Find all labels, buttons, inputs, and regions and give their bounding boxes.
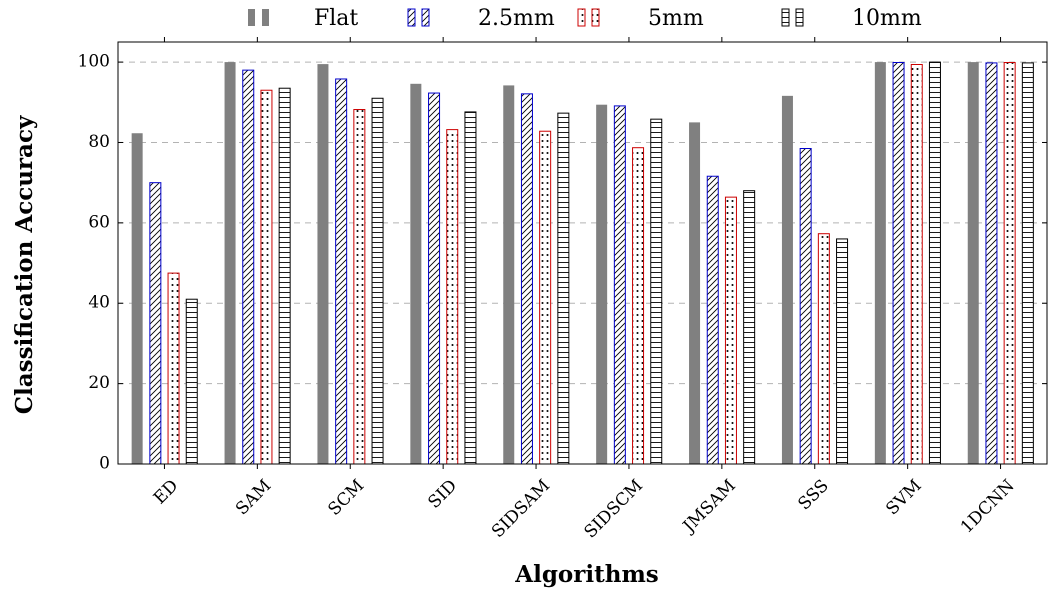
bar-10mm-1DCNN xyxy=(1021,62,1034,465)
legend-item-5mm: 5mm xyxy=(577,6,704,31)
bar-10mm-SIDSAM xyxy=(557,112,570,465)
legend-swatch xyxy=(591,8,600,27)
bar-Flat-SVM xyxy=(874,62,886,464)
x-tick-label: SIDSCM xyxy=(580,476,647,543)
bar-Flat-SCM xyxy=(317,64,329,464)
bar-2_5mm-1DCNN xyxy=(985,62,998,465)
legend-swatch xyxy=(577,8,586,27)
legend-swatch xyxy=(421,8,430,27)
bar-5mm-SSS xyxy=(817,233,830,465)
bar-2_5mm-SVM xyxy=(892,61,905,465)
bar-5mm-1DCNN xyxy=(1003,61,1016,465)
legend-item-10mm: 10mm xyxy=(781,6,922,31)
y-axis-title: Classification Accuracy xyxy=(11,115,38,414)
bar-10mm-ED xyxy=(185,298,198,465)
bar-2_5mm-SID xyxy=(428,92,441,465)
y-tick-label: 60 xyxy=(88,212,110,232)
bar-2_5mm-SIDSCM xyxy=(613,105,626,465)
legend-label: 5mm xyxy=(648,6,704,31)
bar-10mm-SSS xyxy=(836,238,849,465)
plot-frame xyxy=(117,41,1048,465)
legend: Flat 2.5mm 5mm 10mm xyxy=(248,6,922,31)
bar-10mm-SCM xyxy=(371,97,384,465)
legend-swatch xyxy=(262,9,269,26)
bar-10mm-JMSAM xyxy=(743,190,756,465)
bar-Flat-1DCNN xyxy=(967,62,979,464)
bars xyxy=(131,61,1034,465)
x-tick-label: 1DCNN xyxy=(957,476,1019,538)
bar-10mm-SVM xyxy=(928,61,941,465)
x-tick-label: JMSAM xyxy=(678,476,740,538)
legend-label: 10mm xyxy=(852,6,922,31)
axes xyxy=(117,37,1048,469)
gridlines xyxy=(118,61,1047,385)
legend-swatch xyxy=(407,8,416,27)
legend-swatch xyxy=(248,9,255,26)
legend-label: Flat xyxy=(314,6,358,31)
y-tick-label: 40 xyxy=(88,293,110,313)
x-tick-label: SID xyxy=(424,476,461,513)
bar-2_5mm-SIDSAM xyxy=(520,93,533,465)
bar-10mm-SIDSCM xyxy=(650,118,663,465)
bar-10mm-SAM xyxy=(278,87,291,465)
bar-Flat-ED xyxy=(131,133,143,465)
y-tick-label: 100 xyxy=(78,52,110,72)
bar-5mm-ED xyxy=(167,272,180,465)
y-tick-label: 20 xyxy=(88,373,110,393)
bar-10mm-SID xyxy=(464,111,477,465)
x-axis-title: Algorithms xyxy=(514,561,659,588)
x-tick-label: ED xyxy=(150,476,183,509)
bar-5mm-SCM xyxy=(353,109,366,465)
x-tick-label: SCM xyxy=(324,476,368,520)
legend-swatch xyxy=(781,8,790,27)
x-tick-label: SVM xyxy=(882,476,925,519)
bar-5mm-SAM xyxy=(260,89,273,465)
bar-5mm-SIDSAM xyxy=(539,130,552,465)
bar-Flat-SAM xyxy=(224,62,236,464)
legend-item-Flat: Flat xyxy=(248,6,358,31)
legend-swatch xyxy=(795,8,804,27)
bar-2_5mm-ED xyxy=(149,182,162,465)
bar-2_5mm-SCM xyxy=(335,78,348,465)
x-tick-label: SSS xyxy=(794,476,832,514)
y-tick-label: 80 xyxy=(88,132,110,152)
bar-5mm-JMSAM xyxy=(724,196,737,465)
legend-label: 2.5mm xyxy=(478,6,555,31)
x-tick-label: SIDSAM xyxy=(488,476,554,542)
bar-2_5mm-SSS xyxy=(799,148,812,465)
bar-Flat-SID xyxy=(410,83,422,464)
bar-5mm-SIDSCM xyxy=(632,147,645,465)
bar-Flat-SSS xyxy=(781,95,793,465)
bar-5mm-SVM xyxy=(910,64,923,465)
bar-2_5mm-JMSAM xyxy=(706,175,719,465)
y-tick-label: 0 xyxy=(99,454,110,474)
bar-5mm-SID xyxy=(446,129,459,465)
bar-2_5mm-SAM xyxy=(242,69,255,465)
bar-Flat-JMSAM xyxy=(689,122,701,464)
legend-item-2_5mm: 2.5mm xyxy=(407,6,555,31)
x-tick-label: SAM xyxy=(232,476,275,519)
bar-Flat-SIDSCM xyxy=(596,104,608,464)
bar-Flat-SIDSAM xyxy=(503,85,515,465)
